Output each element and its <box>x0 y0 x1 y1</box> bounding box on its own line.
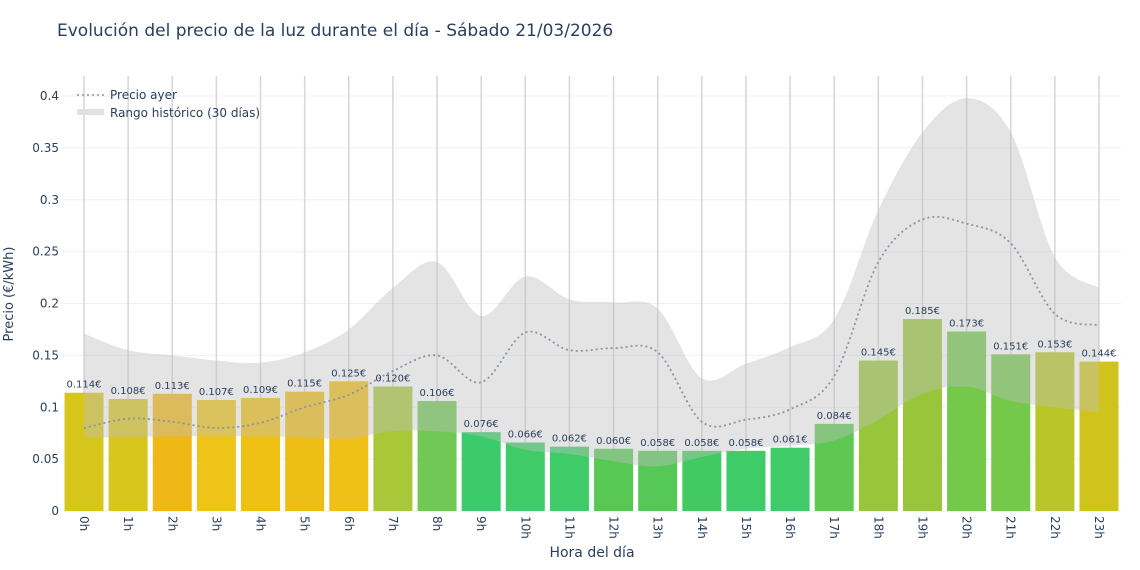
bar-data-label: 0.185€ <box>905 306 940 317</box>
price-bar <box>108 398 148 511</box>
price-bar <box>594 448 634 511</box>
legend-label-precio-ayer[interactable]: Precio ayer <box>110 88 177 102</box>
price-bar <box>682 450 722 511</box>
x-tick-label: 22h <box>1048 516 1062 539</box>
bar-data-label: 0.125€ <box>331 368 366 379</box>
y-tick-label: 0.4 <box>40 89 59 103</box>
bar-data-label: 0.066€ <box>508 430 543 441</box>
x-tick-label: 3h <box>209 516 223 531</box>
yesterday-price-line <box>83 215 1100 429</box>
x-tick-label: 5h <box>298 516 312 531</box>
x-tick-label: 20h <box>960 516 974 539</box>
bar-data-label: 0.062€ <box>552 434 587 445</box>
price-bar <box>638 450 678 511</box>
x-tick-label: 15h <box>739 516 753 539</box>
y-tick-label: 0.1 <box>40 400 59 414</box>
y-tick-label: 0.25 <box>32 245 59 259</box>
price-bar <box>947 331 987 511</box>
price-bar <box>241 397 281 511</box>
x-tick-label: 14h <box>695 516 709 539</box>
price-bar <box>549 446 589 511</box>
x-tick-label: 23h <box>1092 516 1106 539</box>
x-tick-label: 4h <box>254 516 268 531</box>
price-bar <box>770 447 810 511</box>
bar-data-label: 0.173€ <box>949 319 984 330</box>
price-bar <box>152 393 192 511</box>
x-tick-label: 16h <box>783 516 797 539</box>
bar-data-label: 0.151€ <box>993 341 1028 352</box>
y-tick-label: 0.2 <box>40 297 59 311</box>
bar-data-label: 0.115€ <box>287 379 322 390</box>
x-tick-label: 10h <box>518 516 532 539</box>
bar-data-label: 0.108€ <box>111 386 146 397</box>
bar-data-label: 0.060€ <box>596 436 631 447</box>
x-tick-label: 2h <box>165 516 179 531</box>
bar-data-label: 0.058€ <box>728 438 763 449</box>
price-bar <box>1035 352 1075 511</box>
price-bar <box>196 399 236 511</box>
y-tick-label: 0.05 <box>32 452 59 466</box>
x-tick-label: 21h <box>1004 516 1018 539</box>
bar-data-label: 0.120€ <box>375 374 410 385</box>
x-tick-label: 13h <box>651 516 665 539</box>
x-axis-title: Hora del día <box>549 545 634 561</box>
bar-data-label: 0.061€ <box>773 435 808 446</box>
price-bar <box>726 450 766 511</box>
legend[interactable]: Precio ayer Rango histórico (30 días) <box>77 88 260 120</box>
legend-label-rango-historico[interactable]: Rango histórico (30 días) <box>110 106 260 120</box>
bar-data-label: 0.107€ <box>199 387 234 398</box>
price-bar <box>64 392 104 511</box>
x-tick-label: 17h <box>827 516 841 539</box>
bar-data-label: 0.153€ <box>1037 339 1072 350</box>
bar-data-label: 0.145€ <box>861 348 896 359</box>
x-tick-label: 11h <box>562 516 576 539</box>
y-tick-label: 0 <box>51 504 59 518</box>
bar-data-label: 0.058€ <box>640 438 675 449</box>
price-bar <box>991 354 1031 511</box>
y-tick-label: 0.3 <box>40 193 59 207</box>
bar-data-label: 0.084€ <box>817 411 852 422</box>
y-tick-label: 0.15 <box>32 348 59 362</box>
x-tick-label: 12h <box>607 516 621 539</box>
price-bar <box>858 360 898 511</box>
price-bar <box>417 401 457 511</box>
price-bar <box>505 442 545 511</box>
x-tick-label: 18h <box>871 516 885 539</box>
y-tick-label: 0.35 <box>32 141 59 155</box>
price-bar <box>1079 361 1119 511</box>
x-tick-label: 19h <box>915 516 929 539</box>
chart-title: Evolución del precio de la luz durante e… <box>57 21 614 41</box>
x-tick-label: 9h <box>474 516 488 531</box>
bar-data-label: 0.109€ <box>243 385 278 396</box>
price-bar <box>329 381 369 511</box>
bar-data-label: 0.114€ <box>67 380 102 391</box>
x-tick-label: 7h <box>386 516 400 531</box>
price-bar <box>902 319 942 511</box>
historic-range-band <box>84 98 1099 467</box>
x-tick-label: 6h <box>342 516 356 531</box>
bar-data-label: 0.106€ <box>420 388 455 399</box>
bar-data-label: 0.058€ <box>684 438 719 449</box>
price-bar <box>373 386 413 511</box>
y-axis-title: Precio (€/kWh) <box>2 247 17 342</box>
bar-data-label: 0.113€ <box>155 381 190 392</box>
x-tick-label: 0h <box>77 516 91 531</box>
price-bar <box>461 432 501 511</box>
x-tick-label: 8h <box>430 516 444 531</box>
legend-band-swatch <box>77 109 104 115</box>
bar-data-label: 0.076€ <box>464 419 499 430</box>
bar-data-label: 0.144€ <box>1082 349 1117 360</box>
price-bar <box>814 423 854 511</box>
x-tick-label: 1h <box>121 516 135 531</box>
